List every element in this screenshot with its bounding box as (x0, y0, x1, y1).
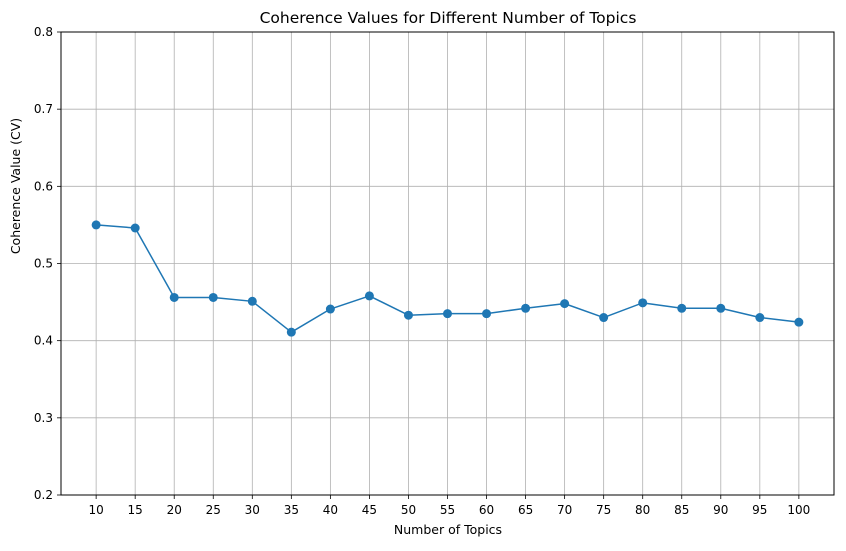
x-tick-label: 65 (518, 503, 533, 517)
y-tick-label: 0.6 (34, 179, 53, 193)
y-tick-label: 0.4 (34, 334, 53, 348)
y-axis: 0.2 0.3 0.4 0.5 0.6 0.7 0.8 (34, 25, 61, 502)
x-tick-label: 30 (245, 503, 260, 517)
data-point (364, 291, 374, 301)
x-tick-label: 85 (674, 503, 689, 517)
x-tick-label: 35 (284, 503, 299, 517)
x-tick-label: 45 (362, 503, 377, 517)
x-tick-label: 60 (479, 503, 494, 517)
data-point (403, 310, 413, 320)
chart-title: Coherence Values for Different Number of… (260, 9, 637, 27)
x-tick-label: 10 (88, 503, 103, 517)
data-point (755, 313, 765, 323)
y-tick-label: 0.7 (34, 102, 53, 116)
data-point (169, 292, 179, 302)
data-point (130, 223, 140, 233)
data-point (443, 309, 452, 319)
y-tick-label: 0.3 (34, 411, 53, 425)
data-point (794, 317, 804, 327)
data-point (247, 296, 257, 306)
x-tick-label: 95 (752, 503, 767, 517)
x-tick-label: 25 (206, 503, 221, 517)
x-tick-label: 55 (440, 503, 455, 517)
x-tick-label: 90 (713, 503, 728, 517)
x-tick-label: 40 (323, 503, 338, 517)
data-point (325, 304, 335, 314)
data-point (482, 309, 492, 319)
x-tick-label: 100 (787, 503, 810, 517)
y-tick-label: 0.5 (34, 257, 53, 271)
grid (61, 31, 834, 496)
data-point (560, 299, 570, 309)
x-tick-label: 80 (635, 503, 650, 517)
data-point (599, 313, 609, 323)
x-tick-label: 50 (401, 503, 416, 517)
x-tick-label: 75 (596, 503, 611, 517)
y-tick-label: 0.2 (34, 488, 53, 502)
data-point (521, 303, 531, 313)
data-point (286, 327, 296, 337)
x-tick-label: 20 (167, 503, 182, 517)
data-point (677, 303, 687, 313)
data-point (91, 220, 101, 230)
y-tick-label: 0.8 (34, 25, 53, 39)
data-point (716, 303, 726, 313)
x-axis: 10 15 20 25 30 35 40 45 50 55 60 65 70 75 80 85 90 95 100 (88, 495, 810, 517)
y-axis-label: Coherence Value (CV) (8, 118, 23, 254)
x-tick-label: 70 (557, 503, 572, 517)
data-point (208, 292, 218, 302)
x-axis-label: Number of Topics (394, 522, 502, 537)
data-point (638, 298, 648, 308)
x-tick-label: 15 (128, 503, 143, 517)
series-layer (91, 220, 804, 337)
